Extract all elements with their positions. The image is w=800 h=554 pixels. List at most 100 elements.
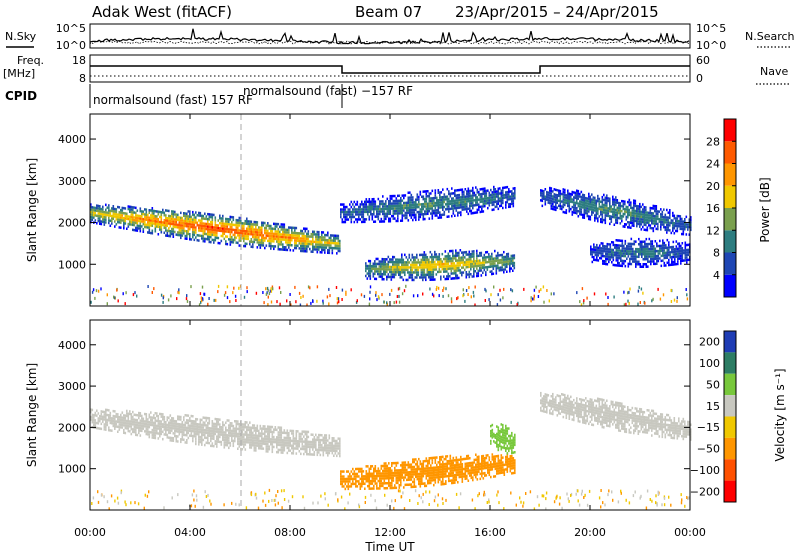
heatmap-cell bbox=[353, 200, 356, 204]
heatmap-cell bbox=[216, 423, 218, 426]
heatmap-cell bbox=[183, 431, 185, 434]
heatmap-cell bbox=[561, 205, 563, 208]
heatmap-cell bbox=[607, 199, 610, 203]
heatmap-cell bbox=[150, 216, 152, 220]
heatmap-cell bbox=[674, 260, 676, 264]
heatmap-cell bbox=[690, 226, 692, 229]
heatmap-cell bbox=[497, 202, 500, 205]
heatmap-cell bbox=[237, 231, 239, 235]
heatmap-cell bbox=[397, 287, 400, 291]
heatmap-cell bbox=[591, 255, 594, 259]
heatmap-cell bbox=[434, 196, 437, 200]
heatmap-cell bbox=[598, 215, 601, 218]
heatmap-cell bbox=[620, 257, 622, 260]
heatmap-cell bbox=[172, 212, 175, 216]
heatmap-cell bbox=[481, 195, 483, 198]
heatmap-cell bbox=[166, 234, 169, 237]
heatmap-cell bbox=[479, 205, 482, 209]
heatmap-cell bbox=[416, 263, 418, 267]
heatmap-cell bbox=[633, 204, 635, 207]
heatmap-cell bbox=[544, 188, 547, 191]
heatmap-cell bbox=[118, 213, 121, 217]
heatmap-cell bbox=[650, 257, 652, 261]
heatmap-cell bbox=[186, 431, 188, 434]
heatmap-cell bbox=[509, 205, 512, 208]
heatmap-cell bbox=[500, 197, 503, 200]
heatmap-cell bbox=[435, 263, 438, 266]
heatmap-cell bbox=[479, 210, 482, 214]
heatmap-cell bbox=[593, 248, 595, 251]
heatmap-cell bbox=[184, 222, 187, 225]
heatmap-cell bbox=[635, 240, 637, 243]
heatmap-cell bbox=[195, 432, 197, 436]
heatmap-cell bbox=[541, 204, 544, 208]
heatmap-cell bbox=[470, 268, 472, 271]
heatmap-cell bbox=[205, 419, 208, 422]
heatmap-cell bbox=[559, 207, 562, 210]
heatmap-cell bbox=[294, 231, 296, 235]
heatmap-cell bbox=[632, 242, 634, 246]
heatmap-cell bbox=[259, 238, 262, 242]
heatmap-cell bbox=[441, 267, 444, 271]
heatmap-cell bbox=[90, 300, 92, 304]
heatmap-cell bbox=[555, 196, 557, 199]
heatmap-cell bbox=[285, 233, 287, 237]
heatmap-cell bbox=[490, 196, 492, 199]
heatmap-cell bbox=[339, 247, 341, 250]
heatmap-cell bbox=[124, 212, 127, 215]
heatmap-cell bbox=[358, 205, 360, 209]
heatmap-cell bbox=[652, 229, 655, 233]
heatmap-cell bbox=[458, 261, 460, 265]
heatmap-cell bbox=[482, 192, 485, 196]
heatmap-cell bbox=[395, 204, 398, 208]
heatmap-cell bbox=[540, 189, 542, 192]
heatmap-cell bbox=[404, 211, 407, 215]
heatmap-cell bbox=[271, 240, 274, 243]
heatmap-cell bbox=[672, 226, 674, 230]
heatmap-cell bbox=[189, 215, 191, 218]
heatmap-cell bbox=[561, 200, 563, 203]
heatmap-cell bbox=[465, 276, 468, 279]
heatmap-cell bbox=[383, 273, 385, 276]
heatmap-cell bbox=[178, 228, 181, 232]
heatmap-cell bbox=[106, 423, 109, 427]
heatmap-cell bbox=[350, 220, 353, 224]
heatmap-cell bbox=[154, 217, 157, 220]
heatmap-cell bbox=[309, 286, 311, 290]
heatmap-cell bbox=[627, 252, 630, 256]
heatmap-cell bbox=[585, 211, 587, 215]
heatmap-cell bbox=[229, 230, 232, 234]
heatmap-cell bbox=[415, 208, 417, 211]
heatmap-cell bbox=[680, 259, 682, 263]
heatmap-cell bbox=[108, 206, 110, 210]
heatmap-cell bbox=[103, 425, 106, 429]
heatmap-cell bbox=[420, 261, 423, 264]
heatmap-cell bbox=[462, 263, 465, 267]
heatmap-cell bbox=[193, 422, 196, 426]
heatmap-cell bbox=[337, 247, 340, 250]
heatmap-cell bbox=[553, 188, 556, 191]
heatmap-cell bbox=[461, 251, 463, 254]
heatmap-cell bbox=[451, 207, 453, 210]
heatmap-cell bbox=[655, 220, 658, 223]
heatmap-cell bbox=[136, 423, 139, 427]
heatmap-cell bbox=[235, 221, 238, 224]
heatmap-cell bbox=[252, 228, 254, 231]
heatmap-cell bbox=[440, 263, 442, 266]
heatmap-cell bbox=[294, 229, 296, 232]
heatmap-cell bbox=[108, 414, 110, 417]
heatmap-cell bbox=[482, 266, 484, 269]
heatmap-cell bbox=[666, 238, 669, 242]
heatmap-cell bbox=[133, 423, 136, 426]
heatmap-cell bbox=[613, 200, 616, 204]
heatmap-cell bbox=[392, 268, 394, 271]
heatmap-cell bbox=[166, 423, 169, 427]
heatmap-cell bbox=[247, 220, 250, 223]
heatmap-cell bbox=[435, 288, 438, 291]
heatmap-cell bbox=[482, 190, 485, 193]
heatmap-cell bbox=[151, 436, 154, 439]
heatmap-cell bbox=[486, 255, 489, 259]
heatmap-cell bbox=[479, 266, 481, 270]
heatmap-cell bbox=[682, 220, 685, 223]
heatmap-cell bbox=[290, 303, 292, 307]
